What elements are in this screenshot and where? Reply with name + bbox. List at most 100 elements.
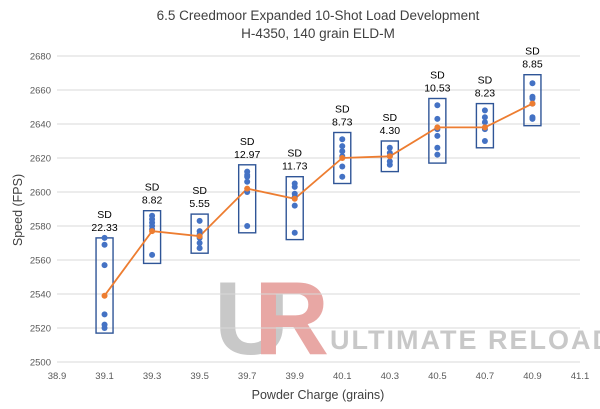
x-tick-label: 40.5	[428, 371, 447, 382]
x-tick-label: 40.1	[333, 371, 352, 382]
shot-point	[434, 102, 441, 109]
sd-value: 11.73	[282, 161, 308, 173]
x-tick-label: 39.1	[95, 371, 114, 382]
average-point	[101, 292, 108, 299]
sd-value: 22.33	[91, 222, 117, 234]
shot-point	[481, 138, 488, 144]
y-tick-label: 2560	[30, 256, 51, 267]
shot-point	[339, 148, 346, 155]
shot-point	[244, 178, 251, 185]
average-point	[481, 124, 488, 131]
shot-point	[339, 143, 346, 150]
x-tick-label: 38.9	[48, 371, 67, 382]
shot-point	[196, 240, 203, 246]
shot-point	[339, 163, 346, 170]
group-box	[475, 102, 495, 149]
group-box	[285, 175, 304, 241]
average-point	[386, 153, 393, 160]
y-axis-label: Speed (FPS)	[11, 174, 25, 246]
average-point	[434, 124, 441, 131]
average-point	[291, 195, 298, 202]
shot-point	[149, 251, 156, 258]
x-tick-label: 39.7	[238, 371, 257, 382]
average-point	[244, 185, 251, 192]
sd-value: 8.73	[332, 117, 353, 129]
shot-point	[481, 119, 488, 126]
sd-label: SD	[478, 75, 493, 87]
x-tick-label: 40.3	[381, 371, 400, 382]
x-tick-label: 41.1	[571, 371, 590, 382]
y-tick-labels: 2500 2520 2540 2560 2580 2600 2620 2640 2660 2680	[30, 52, 51, 369]
x-tick-label: 40.7	[476, 371, 495, 382]
group-box	[95, 237, 114, 334]
group-box	[428, 97, 447, 164]
y-tick-label: 2680	[30, 52, 51, 63]
y-tick-label: 2660	[30, 86, 51, 97]
chart-title: 6.5 Creedmoor Expanded 10-Shot Load Deve…	[157, 8, 480, 23]
sd-value: 12.97	[234, 149, 260, 161]
average-points	[101, 100, 536, 299]
y-tick-label: 2620	[30, 154, 51, 165]
shot-point	[386, 161, 393, 168]
sd-label: SD	[335, 104, 350, 116]
shot-point	[386, 144, 393, 151]
sd-value: 4.30	[380, 125, 401, 137]
shot-point	[196, 245, 203, 252]
group-box	[237, 164, 257, 234]
watermark-logo-u: U	[214, 261, 289, 377]
shot-point	[291, 183, 298, 190]
shot-point	[244, 223, 251, 229]
y-tick-label: 2640	[30, 120, 51, 131]
watermark: U R ULTIMATE RELOADER	[214, 261, 600, 377]
sd-value: 5.55	[189, 198, 210, 210]
sd-value: 10.53	[424, 83, 450, 95]
sd-value: 8.85	[522, 59, 543, 71]
shot-point	[101, 311, 108, 318]
chart-subtitle: H-4350, 140 grain ELD-M	[241, 26, 395, 41]
shot-point	[481, 107, 488, 114]
watermark-logo-r: R	[254, 261, 329, 377]
shot-point	[196, 217, 203, 224]
gridlines	[57, 55, 580, 363]
shot-point	[244, 173, 251, 180]
shot-point	[434, 132, 441, 139]
average-point	[149, 228, 156, 235]
y-tick-label: 2540	[30, 290, 51, 301]
sd-value: 8.82	[142, 195, 163, 207]
y-tick-label: 2520	[30, 324, 51, 335]
shot-point	[434, 115, 441, 122]
shot-point	[291, 229, 298, 236]
average-point	[529, 100, 536, 107]
group-box	[523, 73, 542, 127]
average-line-path	[103, 102, 533, 297]
shot-point	[291, 202, 298, 209]
shot-point	[339, 136, 346, 143]
y-tick-label: 2580	[30, 222, 51, 233]
sd-label: SD	[97, 209, 112, 221]
x-tick-labels: 38.9 39.1 39.3 39.5 39.7 39.9 40.1 40.3 40.5 40.7…	[48, 371, 590, 382]
shot-point	[101, 234, 108, 241]
x-tick-label: 39.9	[285, 371, 304, 382]
sd-label: SD	[430, 70, 445, 82]
x-axis-label: Powder Charge (grains)	[252, 388, 385, 402]
y-tick-label: 2600	[30, 188, 51, 199]
sd-label: SD	[525, 46, 540, 58]
shot-point	[481, 114, 488, 121]
x-tick-label: 39.3	[143, 371, 162, 382]
shot-point	[339, 173, 346, 180]
sd-label: SD	[240, 136, 255, 148]
group-box	[190, 213, 209, 254]
shot-point	[101, 262, 108, 269]
average-line	[103, 102, 533, 297]
sd-label: SD	[192, 185, 207, 197]
average-point	[196, 233, 203, 240]
shot-point	[434, 144, 441, 151]
shot-point	[529, 115, 536, 122]
shot-point	[529, 80, 536, 87]
group-box	[142, 209, 162, 265]
sd-label: SD	[287, 148, 302, 160]
shot-point	[101, 241, 108, 248]
x-tick-label: 40.9	[523, 371, 542, 382]
